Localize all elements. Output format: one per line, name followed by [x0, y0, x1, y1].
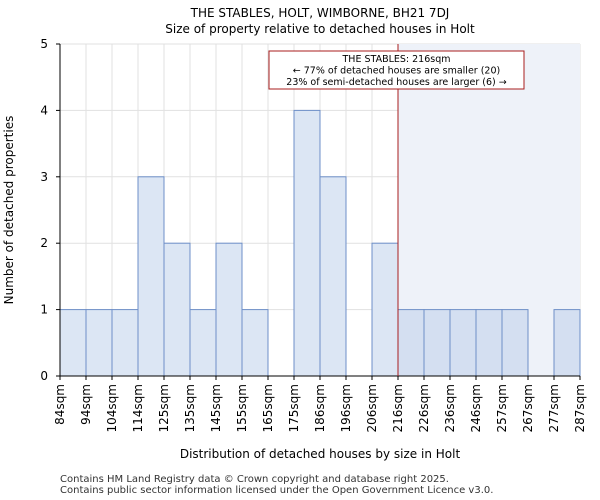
- bar: [111, 309, 139, 377]
- x-tick-label: 257sqm: [495, 384, 509, 432]
- bar: [449, 309, 477, 377]
- x-tick-label: 287sqm: [573, 384, 587, 432]
- x-ticks: 84sqm 94sqm 104sqm 114sqm 125sqm 135sqm 145sqm…: [53, 376, 587, 432]
- footer-line-2: Contains public sector information licen…: [60, 485, 494, 496]
- marker: THE STABLES: 216sqm← 77% of detached hou…: [268, 44, 525, 376]
- x-tick-label: 125sqm: [157, 384, 171, 432]
- bars: [59, 109, 581, 377]
- y-ticks: 0 1 2 3 4 5: [40, 37, 60, 383]
- bar: [163, 242, 191, 377]
- annotation-box: [268, 50, 525, 90]
- bar: [397, 309, 425, 377]
- y-axis-label: Number of detached properties: [2, 116, 16, 305]
- bar: [423, 309, 451, 377]
- x-tick-label: 165sqm: [261, 384, 275, 432]
- y-tick-label: 0: [40, 369, 48, 383]
- y-tick-label: 4: [40, 103, 48, 117]
- x-tick-label: 114sqm: [131, 384, 145, 432]
- x-tick-label: 104sqm: [105, 384, 119, 432]
- bar: [371, 242, 399, 377]
- x-tick-label: 196sqm: [339, 384, 353, 432]
- x-tick-label: 155sqm: [235, 384, 249, 432]
- annotation-line-2: 23% of semi-detached houses are larger (…: [286, 77, 506, 88]
- bar: [319, 176, 347, 377]
- x-tick-label: 135sqm: [183, 384, 197, 432]
- bar: [501, 309, 529, 377]
- bar: [137, 176, 165, 377]
- x-tick-label: 216sqm: [391, 384, 405, 432]
- chart-title: THE STABLES, HOLT, WIMBORNE, BH21 7DJ: [190, 6, 450, 20]
- x-tick-label: 236sqm: [443, 384, 457, 432]
- footer: Contains HM Land Registry data © Crown c…: [60, 474, 493, 496]
- chart-subtitle: Size of property relative to detached ho…: [165, 22, 475, 36]
- bar: [215, 242, 243, 377]
- x-tick-label: 206sqm: [365, 384, 379, 432]
- x-tick-label: 277sqm: [547, 384, 561, 432]
- y-tick-label: 1: [40, 303, 48, 317]
- bar: [241, 309, 269, 377]
- x-tick-label: 84sqm: [53, 384, 67, 425]
- y-tick-label: 5: [40, 37, 48, 51]
- x-tick-label: 186sqm: [313, 384, 327, 432]
- annotation-title: THE STABLES: 216sqm: [342, 54, 451, 65]
- bar: [293, 109, 321, 377]
- annotation-line-1: ← 77% of detached houses are smaller (20…: [293, 66, 500, 77]
- x-tick-label: 246sqm: [469, 384, 483, 432]
- y-tick-label: 3: [40, 170, 48, 184]
- x-tick-label: 267sqm: [521, 384, 535, 432]
- footer-line-1: Contains HM Land Registry data © Crown c…: [60, 474, 449, 485]
- x-tick-label: 226sqm: [417, 384, 431, 432]
- x-tick-label: 175sqm: [287, 384, 301, 432]
- y-tick-label: 2: [40, 236, 48, 250]
- bar: [85, 309, 113, 377]
- bar: [59, 309, 87, 377]
- bar: [189, 309, 217, 377]
- x-axis-label: Distribution of detached houses by size …: [180, 447, 461, 461]
- bar: [475, 309, 503, 377]
- x-tick-label: 94sqm: [79, 384, 93, 425]
- bar: [553, 309, 581, 377]
- x-tick-label: 145sqm: [209, 384, 223, 432]
